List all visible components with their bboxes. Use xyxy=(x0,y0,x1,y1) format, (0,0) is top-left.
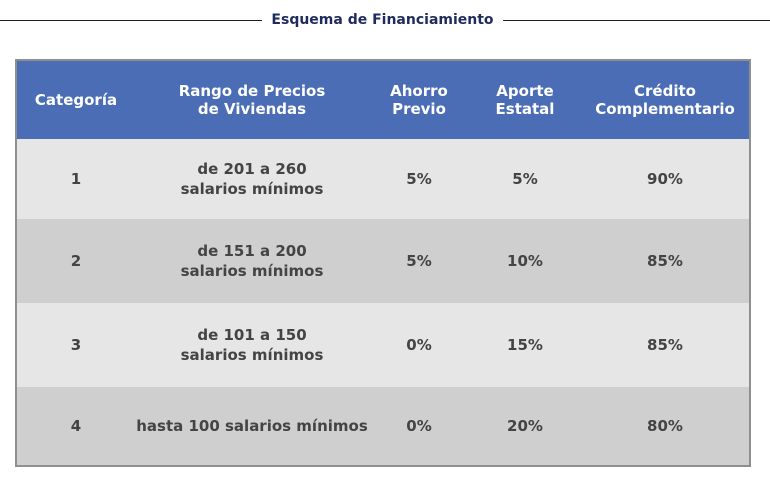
cell-ahorro-previo: 5% xyxy=(406,252,432,270)
cell-aporte-estatal: 15% xyxy=(507,336,543,354)
cell-categoria: 4 xyxy=(70,417,82,435)
cell-rango-precios: de 101 a 150 salarios mínimos xyxy=(180,326,324,364)
cell-categoria: 1 xyxy=(70,170,82,188)
cell-categoria: 2 xyxy=(70,252,82,270)
cell-credito-complementario: 85% xyxy=(647,252,683,270)
cell-ahorro-previo: 0% xyxy=(406,336,432,354)
header-credito-complementario: Crédito Complementario xyxy=(595,82,735,118)
title-rule-left xyxy=(0,20,262,21)
cell-rango-precios: de 151 a 200 salarios mínimos xyxy=(180,242,324,280)
header-aporte-estatal: Aporte Estatal xyxy=(495,82,555,118)
cell-categoria: 3 xyxy=(70,336,82,354)
table-row: 4 hasta 100 salarios mínimos 0% 20% 80% xyxy=(17,387,749,465)
cell-ahorro-previo: 5% xyxy=(406,170,432,188)
header-rango-precios: Rango de Precios de Viviendas xyxy=(178,82,326,118)
cell-rango-precios: hasta 100 salarios mínimos xyxy=(136,417,368,435)
page-title: Esquema de Financiamiento xyxy=(271,12,494,28)
table-row: 3 de 101 a 150 salarios mínimos 0% 15% 8… xyxy=(17,303,749,387)
header-ahorro-previo: Ahorro Previo xyxy=(390,82,448,118)
title-rule-right xyxy=(503,20,770,21)
header-categoria: Categoría xyxy=(34,91,118,109)
cell-credito-complementario: 80% xyxy=(647,417,683,435)
table-row: 1 de 201 a 260 salarios mínimos 5% 5% 90… xyxy=(17,139,749,219)
cell-aporte-estatal: 20% xyxy=(507,417,543,435)
cell-credito-complementario: 85% xyxy=(647,336,683,354)
table-row: 2 de 151 a 200 salarios mínimos 5% 10% 8… xyxy=(17,219,749,303)
cell-ahorro-previo: 0% xyxy=(406,417,432,435)
table-header-row: Categoría Rango de Precios de Viviendas … xyxy=(17,61,749,139)
cell-credito-complementario: 90% xyxy=(647,170,683,188)
cell-aporte-estatal: 5% xyxy=(512,170,538,188)
cell-rango-precios: de 201 a 260 salarios mínimos xyxy=(180,160,324,198)
financing-table: Categoría Rango de Precios de Viviendas … xyxy=(15,59,751,467)
cell-aporte-estatal: 10% xyxy=(507,252,543,270)
